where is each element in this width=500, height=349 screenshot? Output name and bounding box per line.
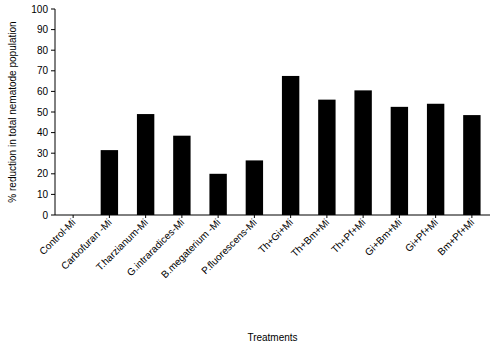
x-tick <box>326 215 327 218</box>
y-tick <box>51 91 55 92</box>
x-tick <box>435 215 436 218</box>
bar <box>427 104 444 215</box>
y-axis <box>55 9 56 215</box>
bar <box>463 115 480 215</box>
bar <box>391 107 408 215</box>
x-tick <box>73 215 74 218</box>
x-tick <box>254 215 255 218</box>
y-tick-label: 70 <box>37 65 49 76</box>
chart-svg: 0102030405060708090100Control-MiCarbofur… <box>0 0 500 349</box>
x-tick <box>181 215 182 218</box>
y-axis-title: % reduction in total nematode population <box>7 21 18 202</box>
x-tick-label: P.fluorescens-Mi <box>199 217 259 277</box>
bar <box>209 174 226 215</box>
bar <box>354 90 371 215</box>
x-tick <box>109 215 110 218</box>
x-axis <box>55 215 490 216</box>
bar <box>282 76 299 215</box>
y-tick <box>51 153 55 154</box>
y-tick <box>51 194 55 195</box>
y-tick-label: 80 <box>37 45 49 56</box>
bar <box>318 100 335 215</box>
y-tick <box>51 132 55 133</box>
y-tick-label: 40 <box>37 127 49 138</box>
x-tick-label: Gi+Pf+Mi <box>403 217 440 254</box>
x-tick <box>290 215 291 218</box>
bar <box>246 160 263 215</box>
y-tick <box>51 50 55 51</box>
y-tick-label: 100 <box>31 4 48 15</box>
y-tick-label: 10 <box>37 189 49 200</box>
y-tick <box>51 215 55 216</box>
bar <box>173 136 190 215</box>
x-tick <box>145 215 146 218</box>
x-tick-label: B.megaterium -Mi <box>159 217 223 281</box>
y-tick <box>51 112 55 113</box>
x-axis-title: Treatments <box>247 332 297 343</box>
y-tick-label: 90 <box>37 24 49 35</box>
chart-container: 0102030405060708090100Control-MiCarbofur… <box>0 0 500 349</box>
x-tick-label: Gi+Bm+Mi <box>363 217 404 258</box>
x-tick-label: Bm+Pf+Mi <box>435 217 476 258</box>
bars <box>101 76 481 215</box>
y-tick-label: 0 <box>42 210 48 221</box>
y-tick-label: 20 <box>37 168 49 179</box>
bar <box>101 150 118 215</box>
x-tick <box>363 215 364 218</box>
y-tick-label: 50 <box>37 107 49 118</box>
y-tick-label: 30 <box>37 148 49 159</box>
y-tick <box>51 70 55 71</box>
y-tick-label: 60 <box>37 86 49 97</box>
y-tick <box>51 29 55 30</box>
x-tick-label: Th+Bm+Mi <box>289 217 331 259</box>
x-tick <box>471 215 472 218</box>
x-tick <box>399 215 400 218</box>
bar <box>137 114 154 215</box>
x-tick-label: Th+Pf+Mi <box>329 217 367 255</box>
x-tick <box>218 215 219 218</box>
y-tick <box>51 173 55 174</box>
y-tick <box>51 9 55 10</box>
